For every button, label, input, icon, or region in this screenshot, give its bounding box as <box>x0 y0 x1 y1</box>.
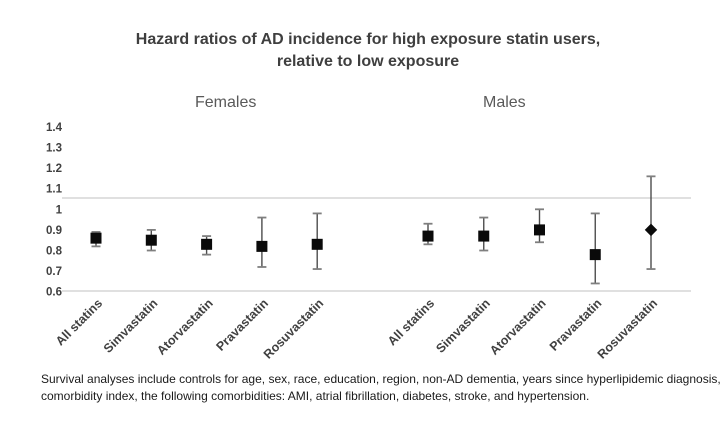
hr-marker-square <box>311 238 323 250</box>
hr-marker-square <box>90 232 102 244</box>
footnote-line1: Survival analyses include controls for a… <box>41 372 720 386</box>
y-tick-label: 1 <box>56 204 63 216</box>
y-tick-label: 0.7 <box>46 266 62 278</box>
chart-title-line1: Hazard ratios of AD incidence for high e… <box>135 31 601 48</box>
hr-marker-square <box>256 240 268 252</box>
x-tick-label: All statins <box>385 296 437 348</box>
x-tick-label: Pravastatin <box>213 296 271 354</box>
y-tick-label: 0.8 <box>46 246 63 258</box>
x-tick-label: Atorvastatin <box>154 296 215 357</box>
x-tick-label: Pravastatin <box>547 296 605 354</box>
hr-marker-square <box>589 249 601 261</box>
y-tick-label: 0.6 <box>46 287 62 299</box>
footnote: Survival analyses include controls for a… <box>41 371 720 405</box>
x-tick-label: Atorvastatin <box>487 296 548 357</box>
x-tick-label: Simvastatin <box>101 296 161 356</box>
chart-title: Hazard ratios of AD incidence for high e… <box>8 29 720 73</box>
y-tick-label: 1.4 <box>46 122 63 134</box>
x-tick-label: Simvastatin <box>433 296 493 356</box>
hr-marker-square <box>145 234 157 246</box>
chart-title-line2: relative to low exposure <box>276 53 460 70</box>
x-tick-label: Rosuvastatin <box>595 296 660 361</box>
y-tick-label: 1.3 <box>46 143 62 155</box>
hr-marker-square <box>422 230 434 242</box>
footnote-line2: comorbidity index, the following comorbi… <box>41 389 590 403</box>
x-tick-label: All statins <box>53 296 105 348</box>
hr-marker-square <box>534 224 545 236</box>
hr-marker-diamond <box>644 223 658 237</box>
y-tick-label: 1.2 <box>46 163 62 175</box>
y-tick-label: 1.1 <box>46 184 63 196</box>
y-tick-label: 0.9 <box>46 225 62 237</box>
group-label-females: Females <box>195 94 257 111</box>
hr-marker-square <box>201 238 213 250</box>
group-label-males: Males <box>483 94 526 111</box>
hr-marker-square <box>478 230 490 242</box>
